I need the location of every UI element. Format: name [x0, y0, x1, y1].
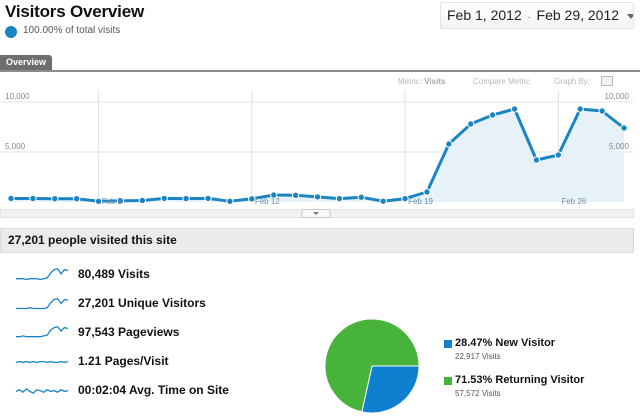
percent-of-total: 100.00% of total visits [23, 25, 121, 36]
metric-pageviews[interactable]: 97,543 Pageviews [14, 322, 314, 342]
metric-label: Pages/Visit [104, 354, 169, 368]
chevron-down-icon [626, 13, 633, 19]
x-tick-label: Feb 19 [408, 197, 433, 206]
visitor-type-pie [324, 318, 420, 414]
compare-metric-button[interactable]: Compare Metric [473, 77, 530, 86]
data-point[interactable] [94, 197, 103, 206]
metric-selector[interactable]: Metric: Visits [398, 77, 445, 86]
legend-name: Returning Visitor [495, 374, 585, 386]
data-point[interactable] [467, 120, 475, 128]
summary-heading: 27,201 people visited this site [0, 228, 634, 253]
metric-value: 1.21 [78, 354, 102, 368]
x-tick-label: Feb 12 [255, 197, 280, 206]
x-tick-label: Feb 26 [561, 197, 586, 206]
metric-avg-time-on-site[interactable]: 00:02:04 Avg. Time on Site [14, 380, 314, 400]
y-tick-label: 5,000 [609, 142, 630, 151]
legend-percent: 28.47% [455, 337, 493, 349]
visits-chart-svg: 10,000 10,000 5,000 5,000 Feb 5 Feb 12 Feb 19 F… [0, 90, 634, 206]
data-point[interactable] [51, 195, 59, 203]
data-point[interactable] [401, 194, 409, 203]
data-point[interactable] [138, 196, 147, 205]
data-point[interactable] [226, 197, 234, 206]
data-point[interactable] [554, 151, 563, 159]
x-tick-label: Feb 5 [102, 197, 123, 206]
data-point[interactable] [313, 193, 322, 201]
data-point[interactable] [29, 194, 37, 203]
visits-chart: 10,000 10,000 5,000 5,000 Feb 5 Feb 12 Feb 19 F… [0, 90, 640, 210]
legend-returning-visitor[interactable]: 71.53% Returning Visitor 57,572 Visits [444, 374, 639, 406]
sparkline [16, 297, 69, 310]
date-range-end: Feb 29, 2012 [536, 7, 620, 23]
sparkline-icon [16, 297, 69, 310]
data-point[interactable] [488, 111, 497, 119]
data-point[interactable] [423, 188, 431, 196]
tab-overview[interactable]: Overview [0, 55, 52, 70]
data-point[interactable] [291, 191, 300, 200]
legend-new-visitor[interactable]: 28.47% New Visitor 22,917 Visits [444, 337, 639, 369]
page-title: Visitors Overview [5, 2, 144, 21]
legend-swatch [444, 377, 452, 385]
data-point[interactable] [72, 195, 81, 203]
sparkline-icon [15, 388, 69, 394]
chevron-down-icon [313, 212, 319, 215]
metric-unique-visitors[interactable]: 27,201 Unique Visitors [14, 293, 314, 313]
legend-count: 57,572 Visits [455, 389, 501, 398]
metric-value: 27,201 [78, 296, 115, 310]
data-point[interactable] [204, 194, 212, 203]
data-point[interactable] [116, 197, 125, 205]
metric-pages-per-visit[interactable]: 1.21 Pages/Visit [14, 351, 314, 371]
graph-by-icon[interactable] [601, 76, 613, 86]
pie-slice-returning-visitor[interactable] [324, 318, 420, 413]
metric-value: 00:02:04 [78, 383, 127, 397]
metric-value: Visits [424, 77, 446, 86]
sparkline-icon [16, 326, 69, 338]
data-point[interactable] [270, 191, 278, 199]
sparkline-icon [16, 268, 69, 281]
metric-label: Visits [118, 267, 150, 281]
metric-prefix: Metric: [398, 77, 422, 86]
metric-label: Unique Visitors [118, 296, 206, 310]
data-point[interactable] [576, 105, 584, 113]
legend-swatch [444, 340, 452, 348]
percent-pie-icon [5, 26, 17, 38]
visits-area [11, 109, 624, 202]
date-range-separator: - [527, 12, 531, 22]
legend-name: New Visitor [495, 337, 556, 349]
data-point[interactable] [335, 194, 344, 203]
date-range-start: Feb 1, 2012 [447, 7, 522, 23]
data-point[interactable] [7, 194, 15, 203]
data-point[interactable] [182, 194, 190, 203]
data-point[interactable] [248, 195, 256, 203]
data-point[interactable] [532, 156, 541, 164]
data-point[interactable] [445, 140, 453, 148]
metric-value: 80,489 [78, 267, 115, 281]
metric-visits[interactable]: 80,489 Visits [14, 264, 314, 284]
tab-divider [0, 70, 640, 72]
sparkline [16, 268, 69, 281]
data-point[interactable] [620, 124, 628, 132]
data-point[interactable] [598, 107, 606, 115]
y-tick-label: 10,000 [5, 92, 30, 101]
sparkline [15, 360, 69, 364]
data-point[interactable] [510, 105, 519, 113]
metric-label: Pageviews [118, 325, 180, 339]
data-point[interactable] [379, 197, 387, 205]
sparkline-icon [15, 360, 69, 364]
data-point[interactable] [160, 194, 168, 203]
chart-collapse-handle[interactable] [0, 209, 634, 218]
sparkline [15, 388, 69, 394]
sparkline [16, 326, 69, 338]
graph-by-label: Graph By: [554, 77, 591, 86]
legend-count: 22,917 Visits [455, 352, 501, 361]
metric-label: Avg. Time on Site [128, 383, 229, 397]
metric-value: 97,543 [78, 325, 115, 339]
y-tick-label: 10,000 [605, 92, 630, 101]
data-point[interactable] [357, 193, 365, 201]
date-range-picker[interactable]: Feb 1, 2012 - Feb 29, 2012 [440, 2, 634, 29]
y-tick-label: 5,000 [5, 142, 26, 151]
legend-percent: 71.53% [455, 374, 493, 386]
